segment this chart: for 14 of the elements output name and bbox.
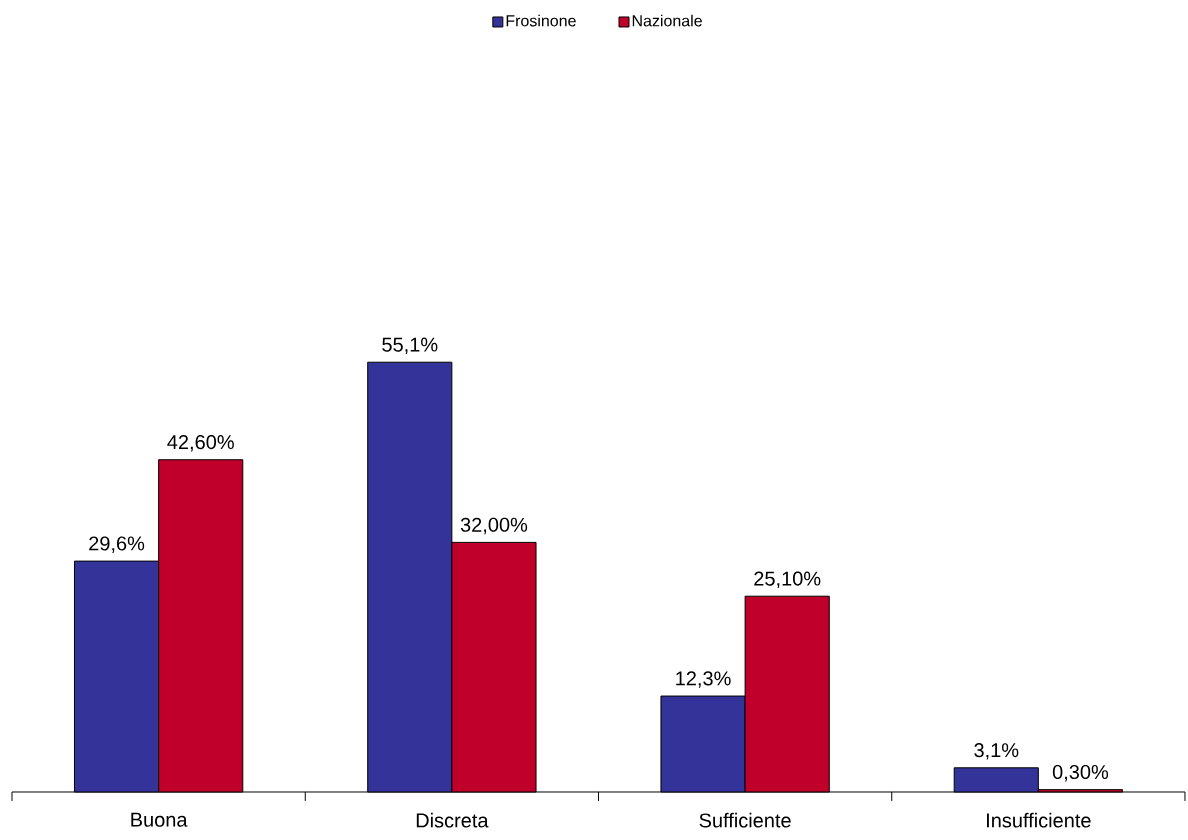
data-label: 25,10% (754, 571, 821, 589)
data-label: 32,00% (460, 517, 528, 535)
x-tick-label: Insufficiente (987, 812, 1091, 828)
data-label: 29,6% (89, 536, 145, 553)
data-label: 0,30% (1052, 764, 1109, 782)
data-label: 55,1% (382, 337, 438, 355)
legend-label: Nazionale (632, 14, 702, 27)
x-tick-label: Sufficiente (699, 812, 791, 828)
x-tick-label: Buona (131, 812, 188, 827)
data-label: 3,1% (974, 743, 1019, 760)
x-tick-label: Discreta (416, 812, 489, 828)
legend-label: Frosinone (506, 14, 576, 27)
data-label: 12,3% (676, 671, 731, 688)
data-label: 42,60% (167, 435, 234, 452)
